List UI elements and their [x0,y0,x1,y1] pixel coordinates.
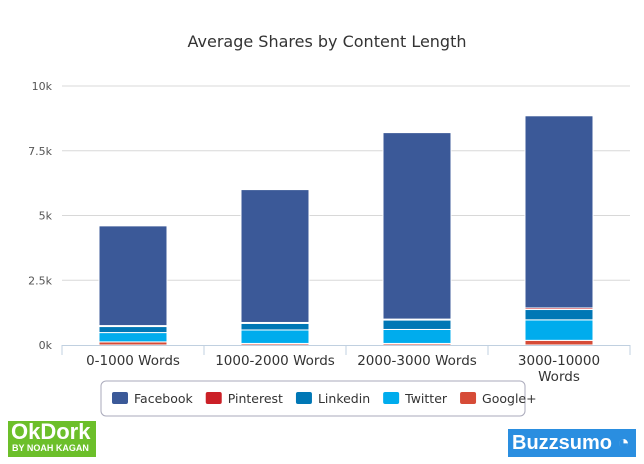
bar-twitter[interactable] [382,328,452,344]
legend-item-twitter[interactable]: Twitter [383,391,448,406]
legend-label: Google+ [482,391,537,406]
legend-swatch [205,392,222,404]
y-tick-label: 5k [39,210,53,223]
bar-twitter[interactable] [98,332,168,343]
bar-facebook[interactable] [240,189,310,323]
legend-item-pinterest[interactable]: Pinterest [205,391,283,406]
y-tick-label: 2.5k [28,274,52,287]
bar-facebook[interactable] [524,115,594,309]
legend-item-linkedin[interactable]: Linkedin [295,391,370,406]
legend-label: Twitter [404,391,448,406]
legend-label: Pinterest [228,391,283,406]
bar-twitter[interactable] [240,329,310,344]
bar-linkedin[interactable] [240,322,310,331]
y-tick-label: 0k [39,339,53,352]
legend-label: Facebook [134,391,193,406]
legend-item-google[interactable]: Google+ [460,391,537,406]
bar-google[interactable] [524,339,594,346]
y-tick-label: 7.5k [28,145,52,158]
x-category-label: 3000-10000 Words [518,353,600,385]
bar-facebook[interactable] [382,132,452,320]
legend-swatch [460,392,477,404]
bar-twitter[interactable] [524,319,594,341]
legend-swatch [383,392,400,404]
x-category-label: 2000-3000 Words [357,353,477,369]
legend-box [100,380,526,417]
legend-item-facebook[interactable]: Facebook [112,391,193,406]
chart-title: Average Shares by Content Length [188,32,467,51]
bar-linkedin[interactable] [382,319,452,330]
y-tick-label: 10k [32,80,53,93]
legend-swatch [295,392,312,404]
buzzsumo-logo: Buzzsumo ◔ [508,429,636,457]
x-category-label: 1000-2000 Words [215,353,335,369]
bar-linkedin[interactable] [524,309,594,321]
legend-label: Linkedin [318,391,370,406]
bar-facebook[interactable] [98,225,168,327]
x-category-label: 0-1000 Words [86,353,180,369]
okdork-logo: OkDork BY NOAH KAGAN [8,421,96,457]
legend-swatch [112,392,128,404]
